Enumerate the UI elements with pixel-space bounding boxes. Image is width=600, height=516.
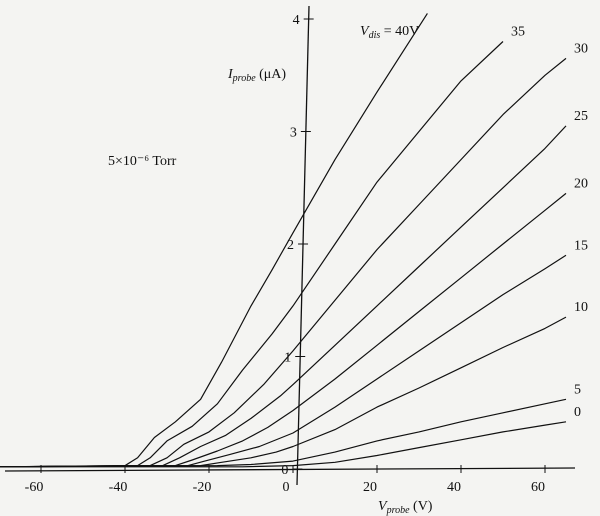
y-tick-label: 0 bbox=[281, 463, 288, 478]
y-tick-label: 1 bbox=[284, 351, 291, 366]
series-label: 25 bbox=[574, 109, 588, 124]
x-tick-label: -60 bbox=[25, 480, 44, 495]
x-tick-label: -40 bbox=[109, 480, 128, 495]
series-label-40v: Vdis = 40V bbox=[360, 24, 419, 41]
curve-10 bbox=[0, 316, 567, 468]
y-tick-label: 2 bbox=[287, 238, 294, 253]
x-tick-label: 40 bbox=[447, 480, 461, 495]
series-label: 5 bbox=[574, 382, 581, 397]
curve-35 bbox=[0, 41, 504, 468]
y-tick-label: 3 bbox=[290, 126, 297, 141]
pressure-annotation: 5×10⁻⁶ Torr bbox=[108, 154, 177, 169]
x-tick-label: -20 bbox=[193, 480, 212, 495]
curve-25 bbox=[0, 125, 567, 468]
curve-5 bbox=[0, 398, 567, 468]
y-axis-line bbox=[296, 5, 310, 486]
curve-30 bbox=[0, 57, 567, 468]
x-axis-line bbox=[4, 467, 576, 472]
x-tick-label: 60 bbox=[531, 480, 545, 495]
x-axis-title: Vprobe (V) bbox=[378, 499, 433, 516]
y-axis-title: Iprobe (μA) bbox=[227, 67, 286, 84]
curve-15 bbox=[0, 254, 567, 468]
y-tick-label: 4 bbox=[293, 13, 300, 28]
curve-20 bbox=[0, 192, 567, 468]
x-tick-label: 20 bbox=[363, 480, 377, 495]
axes: -60 -40 -20 0 20 40 60 0 1 2 3 4 bbox=[4, 5, 576, 495]
series-label: 15 bbox=[574, 238, 588, 253]
curve-40v bbox=[0, 13, 428, 468]
curve-0 bbox=[0, 421, 567, 468]
curves bbox=[0, 13, 567, 468]
series-label: 20 bbox=[574, 176, 588, 191]
x-tick-label: 0 bbox=[283, 480, 290, 495]
series-label: 30 bbox=[574, 41, 588, 56]
series-label: 0 bbox=[574, 405, 581, 420]
series-label: 35 bbox=[511, 25, 525, 40]
series-label: 10 bbox=[574, 300, 588, 315]
